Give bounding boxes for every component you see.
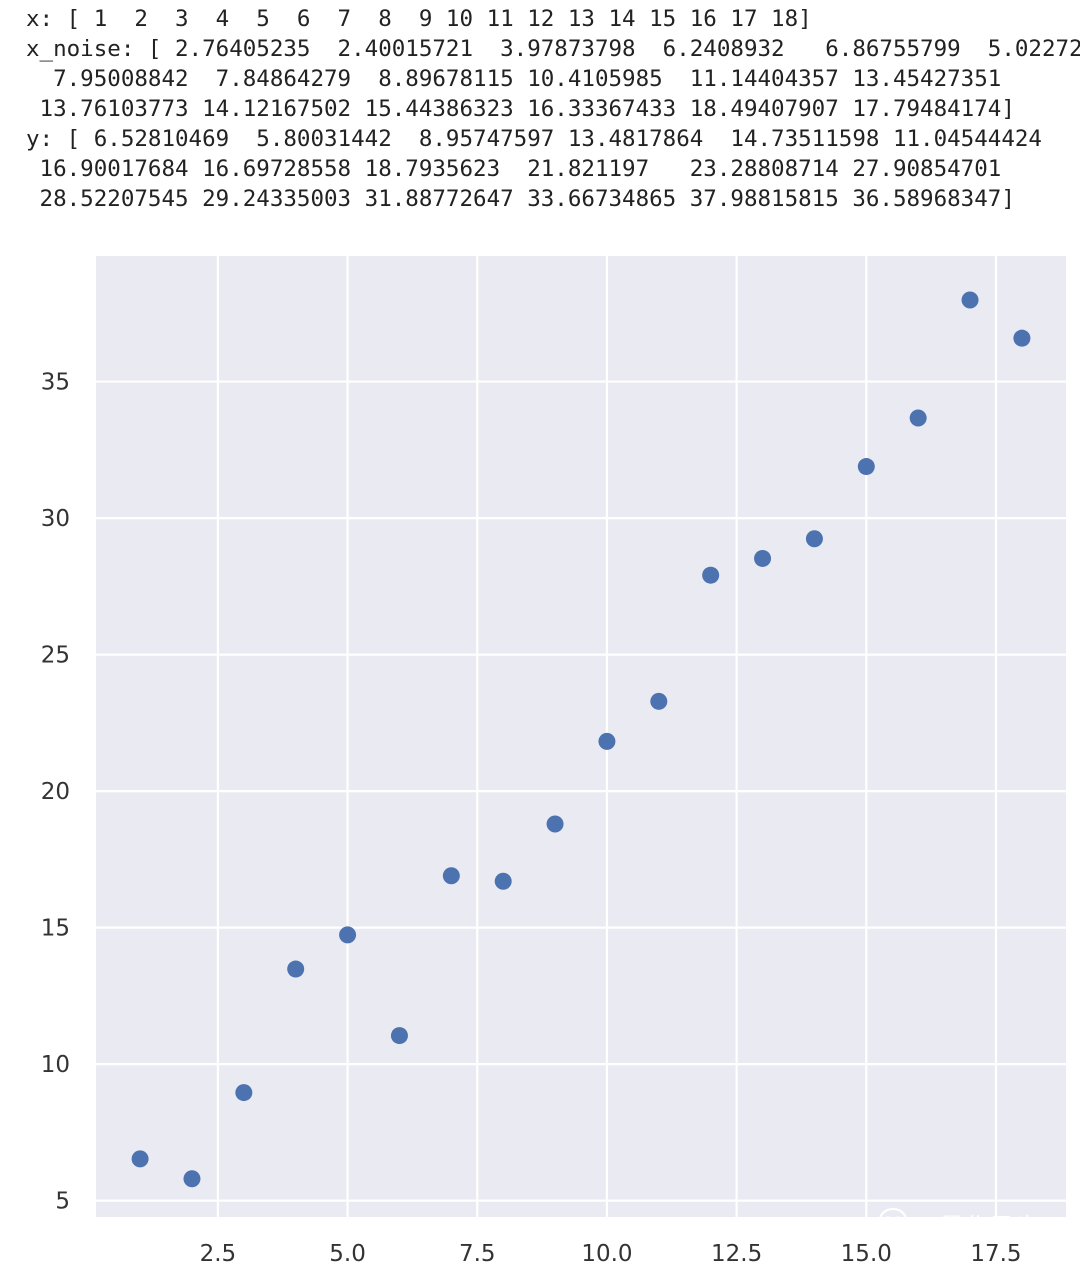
output-line-y-1: y: [ 6.52810469 5.80031442 8.95747597 13…	[26, 126, 1042, 152]
y-tick-label: 30	[41, 506, 70, 532]
output-line-x-noise-1: x_noise: [ 2.76405235 2.40015721 3.97873…	[26, 36, 1080, 62]
scatter-point	[805, 530, 823, 548]
scatter-point	[546, 815, 564, 833]
printed-arrays-output: x: [ 1 2 3 4 5 6 7 8 9 10 11 12 13 14 15…	[26, 4, 1080, 214]
scatter-point	[183, 1170, 201, 1188]
y-tick-label: 10	[41, 1052, 70, 1078]
output-line-y-2: 16.90017684 16.69728558 18.7935623 21.82…	[26, 156, 1002, 182]
x-tick-label: 7.5	[459, 1241, 496, 1267]
scatter-point	[961, 291, 979, 309]
x-tick-label: 17.5	[970, 1241, 1021, 1267]
scatter-point	[235, 1084, 253, 1102]
watermark: 量化君也	[878, 1207, 1039, 1244]
scatter-point	[857, 458, 875, 476]
watermark-text: 量化君也	[939, 1213, 1039, 1242]
y-tick-label: 5	[55, 1189, 70, 1215]
y-tick-label: 25	[41, 643, 70, 669]
scatter-point	[598, 732, 616, 750]
plot-area	[96, 256, 1066, 1217]
x-tick-label: 12.5	[711, 1241, 762, 1267]
wechat-icon	[878, 1207, 922, 1244]
x-tick-label: 15.0	[841, 1241, 892, 1267]
scatter-point	[702, 566, 720, 584]
scatter-point	[754, 549, 772, 567]
scatter-point	[1013, 329, 1031, 347]
x-tick-label: 5.0	[329, 1241, 366, 1267]
x-tick-label: 10.0	[581, 1241, 632, 1267]
output-line-x: x: [ 1 2 3 4 5 6 7 8 9 10 11 12 13 14 15…	[26, 6, 812, 32]
scatter-point	[390, 1027, 408, 1045]
scatter-point	[442, 867, 460, 885]
tick-labels: 2.5 5.0 7.5 10.0 12.5 15.0 17.5 5 10 15 20 25 30 35	[41, 370, 1022, 1267]
y-tick-label: 35	[41, 370, 70, 396]
scatter-point	[909, 409, 927, 427]
grid-lines	[96, 256, 1066, 1217]
y-tick-label: 15	[41, 916, 70, 942]
output-line-y-3: 28.52207545 29.24335003 31.88772647 33.6…	[26, 186, 1015, 212]
scatter-point	[494, 872, 512, 890]
y-tick-label: 20	[41, 779, 70, 805]
scatter-point	[131, 1150, 149, 1168]
scatter-point	[650, 692, 668, 710]
output-line-x-noise-3: 13.76103773 14.12167502 15.44386323 16.3…	[26, 96, 1015, 122]
scatter-point	[287, 960, 305, 978]
scatter-point	[339, 926, 357, 944]
scatter-points	[131, 291, 1031, 1188]
x-tick-label: 2.5	[200, 1241, 237, 1267]
output-line-x-noise-2: 7.95008842 7.84864279 8.89678115 10.4105…	[26, 66, 1002, 92]
